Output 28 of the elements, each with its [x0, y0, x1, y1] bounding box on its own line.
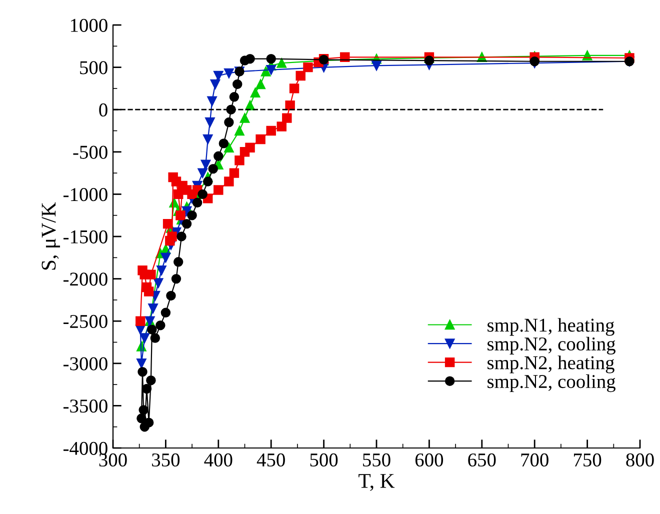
- x-tick-label: 750: [574, 453, 602, 467]
- y-tick-label: -500: [73, 146, 108, 159]
- x-tick-label: 300: [99, 453, 127, 467]
- y-tick-label: -1000: [64, 188, 108, 202]
- x-tick-label: 700: [521, 453, 548, 467]
- y-tick-label: 0: [99, 103, 108, 117]
- y-tick-label: -3500: [64, 400, 108, 413]
- x-axis-title: T, K: [358, 474, 395, 491]
- legend-label: smp.N2, heating: [488, 356, 614, 374]
- x-tick-label: 500: [310, 453, 338, 467]
- y-tick-label: -3000: [64, 357, 108, 370]
- y-tick-label: -1500: [64, 230, 108, 244]
- legend-label: smp.N2, cooling: [488, 374, 616, 392]
- legend-label: smp.N1, heating: [488, 318, 614, 336]
- x-tick-label: 650: [468, 453, 496, 467]
- x-tick-label: 550: [363, 453, 390, 467]
- x-tick-label: 400: [204, 453, 232, 467]
- y-axis-title: S, μV/K: [42, 202, 60, 270]
- legend-label: smp.N2, cooling: [488, 336, 616, 355]
- y-tick-label: 1000: [70, 18, 108, 32]
- y-tick-label: -2000: [64, 272, 108, 286]
- x-tick-label: 600: [415, 453, 444, 467]
- y-tick-label: -2500: [64, 314, 108, 328]
- x-tick-label: 450: [256, 453, 285, 467]
- y-tick-label: -4000: [64, 442, 108, 455]
- x-tick-label: 800: [626, 453, 654, 467]
- y-tick-label: 500: [80, 61, 108, 74]
- x-tick-label: 350: [152, 453, 180, 467]
